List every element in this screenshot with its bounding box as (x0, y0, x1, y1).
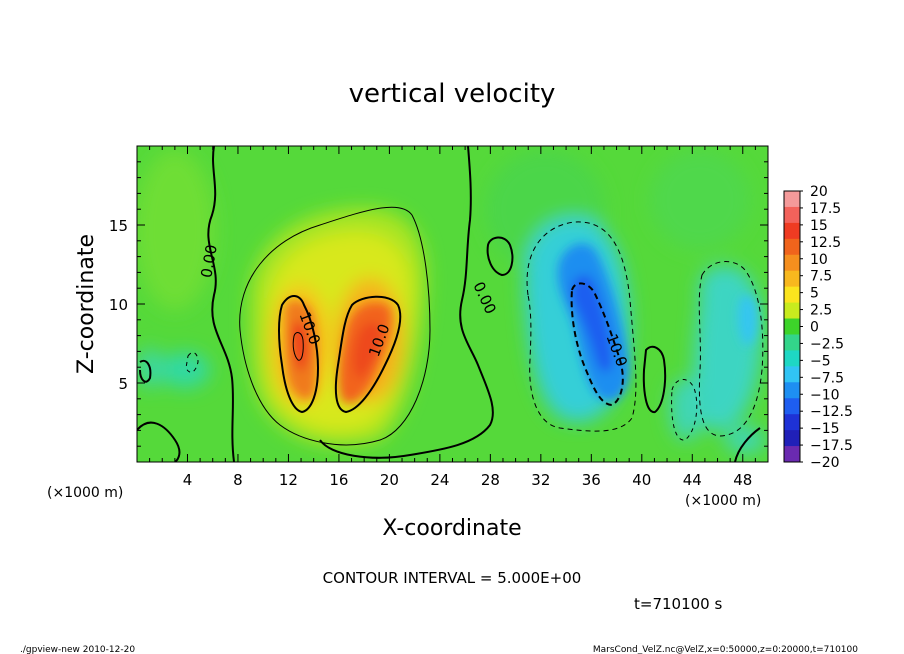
x-tick-label: 12 (279, 471, 298, 489)
colorbar-label: 10 (810, 252, 828, 268)
contour-plus15-left (292, 332, 304, 361)
colorbar-swatch (784, 382, 800, 399)
x-tick-label: 44 (683, 471, 702, 489)
colorbar-swatch (784, 334, 800, 351)
y-tick-label: 15 (109, 217, 128, 235)
colorbar-swatch (784, 222, 800, 240)
contour-zero-left (207, 146, 235, 462)
colorbar-swatch (784, 446, 800, 463)
contour-zero-lowleft (139, 359, 152, 383)
colorbar-swatch (784, 350, 800, 367)
colorbar-swatch (784, 318, 800, 335)
footer-right: MarsCond_VelZ.nc@VelZ,x=0:50000,z=0:2000… (593, 645, 858, 654)
colorbar-label: 12.5 (810, 235, 841, 251)
contour-minus5-a (526, 221, 637, 432)
colorbar-swatch (784, 366, 800, 383)
colorbar-swatch (784, 238, 800, 256)
y-tick-label: 5 (118, 375, 128, 393)
colorbar-swatch (784, 398, 800, 415)
contour-minus5-c (671, 379, 698, 441)
y-axis-label: Z-coordinate (74, 234, 99, 374)
contour-minus5-b (698, 261, 764, 437)
colorbar-label: −7.5 (810, 370, 844, 386)
contour-zero-blob (486, 236, 514, 277)
chart-title: vertical velocity (349, 79, 556, 109)
contour-minus5-d (185, 352, 199, 373)
colorbar-label: 7.5 (810, 269, 832, 285)
colorbar-swatch (784, 206, 800, 224)
colorbar-swatch (784, 414, 800, 431)
x-tick-label: 8 (233, 471, 243, 489)
x-tick-label: 32 (531, 471, 550, 489)
colorbar: 2017.51512.5107.552.50−2.5−5−7.5−10−12.5… (783, 184, 853, 471)
x-unit-label-left: (×1000 m) (47, 485, 123, 501)
colorbar-label: 17.5 (810, 201, 841, 217)
contour-plus10-left (278, 295, 320, 414)
contour-label: 0.00 (197, 243, 221, 279)
x-tick-label: 4 (183, 471, 193, 489)
colorbar-label: 0 (810, 320, 819, 336)
x-axis: 4 8 12 16 20 24 28 32 36 40 44 48 (149, 146, 756, 489)
x-tick-label: 20 (380, 471, 399, 489)
colorbar-swatch (784, 302, 800, 320)
contour-zero-right (319, 146, 494, 459)
contour-minus10 (570, 282, 624, 407)
x-tick-label: 36 (582, 471, 601, 489)
contour-plus5 (239, 206, 431, 446)
contour-zero-small (642, 345, 667, 413)
x-axis-label: X-coordinate (382, 516, 521, 541)
contour-interval-text: CONTOUR INTERVAL = 5.000E+00 (323, 569, 582, 587)
contour-lines (137, 146, 764, 462)
colorbar-label: −20 (810, 455, 840, 471)
x-unit-label-right: (×1000 m) (685, 493, 761, 509)
colorbar-label: −10 (810, 387, 840, 403)
colorbar-label: −5 (810, 353, 831, 369)
field-cores (284, 243, 758, 404)
colorbar-label: 15 (810, 218, 828, 234)
x-tick-label: 28 (481, 471, 500, 489)
contour-plus10-right (334, 295, 402, 414)
x-tick-label: 48 (733, 471, 752, 489)
contour-zero-bottom-left (137, 421, 181, 462)
x-tick-label: 40 (632, 471, 651, 489)
time-label: t=710100 s (634, 595, 722, 613)
colorbar-label: −12.5 (810, 404, 853, 420)
footer-left: ./gpview-new 2010-12-20 (20, 645, 135, 654)
colorbar-label: −2.5 (810, 336, 844, 352)
colorbar-swatch (784, 191, 800, 208)
contour-zero-bottom-right (734, 427, 761, 462)
plot-area: 0.00 0.00 10.0 10.0 10.0 (137, 146, 768, 462)
colorbar-swatch (784, 270, 800, 288)
colorbar-label: −15 (810, 421, 840, 437)
x-tick-label: 24 (430, 471, 449, 489)
colorbar-swatch (784, 286, 800, 304)
colorbar-label: 20 (810, 184, 828, 200)
x-tick-label: 16 (329, 471, 348, 489)
colorbar-swatch (784, 254, 800, 272)
colorbar-swatch (784, 430, 800, 447)
y-axis: 5 10 15 (109, 161, 768, 447)
colorbar-label: −17.5 (810, 438, 853, 454)
colorbar-label: 2.5 (810, 303, 832, 319)
colorbar-label: 5 (810, 286, 819, 302)
y-tick-label: 10 (109, 296, 128, 314)
